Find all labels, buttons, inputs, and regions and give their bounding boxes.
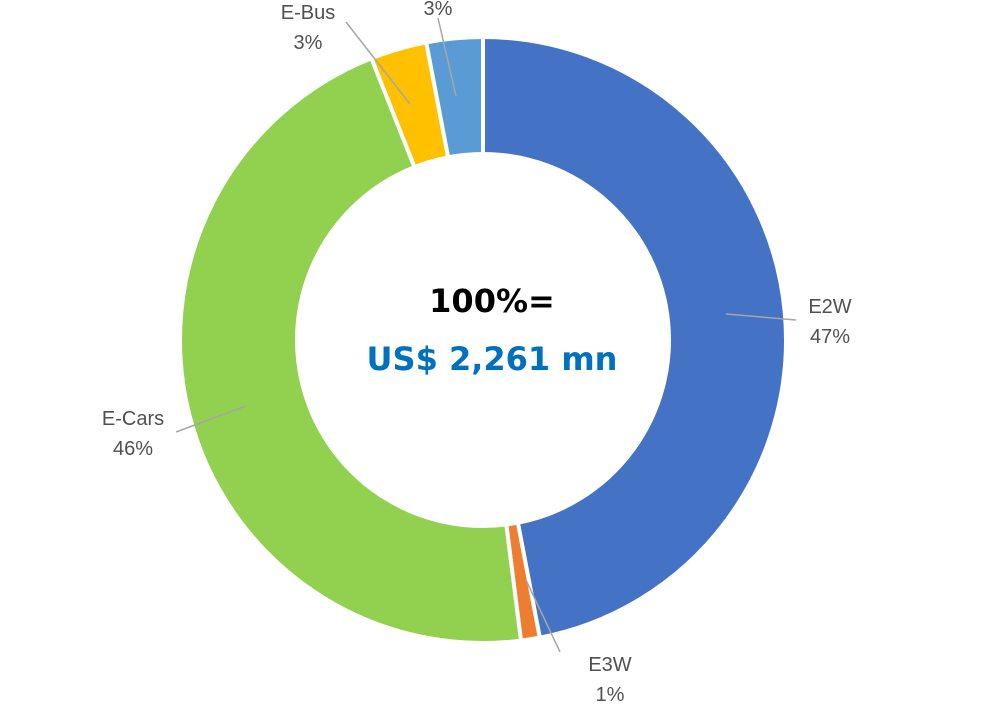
leader-line	[437, 17, 457, 97]
slice-value-label: 1%	[596, 684, 625, 706]
slice-category-label: E2W	[808, 296, 851, 318]
slice-value-label: 46%	[113, 438, 153, 460]
leader-line	[525, 579, 561, 653]
slice-value-label: 47%	[810, 326, 850, 348]
leader-line	[345, 21, 411, 105]
slice-category-label: E-Cars	[102, 408, 164, 430]
center-total-value: US$ 2,261 mn	[367, 340, 618, 378]
slice-category-label: E3W	[588, 654, 631, 676]
slice-value-label: 3%	[424, 0, 453, 20]
leader-line	[725, 313, 797, 321]
slice-value-label: 3%	[294, 32, 323, 54]
leader-lines-group	[175, 17, 797, 653]
leader-line	[175, 405, 247, 433]
center-total-label: 100%=	[429, 282, 555, 320]
slice-category-label: E-Bus	[281, 2, 335, 24]
slices-group	[178, 34, 788, 645]
slice-e-cars	[178, 55, 524, 645]
slice-unlabeled	[423, 34, 485, 160]
labels-group: E2W 47% E3W 1% E-Cars 46% E-Bus 3% 3%	[102, 0, 852, 706]
slice-e2w	[481, 34, 788, 640]
